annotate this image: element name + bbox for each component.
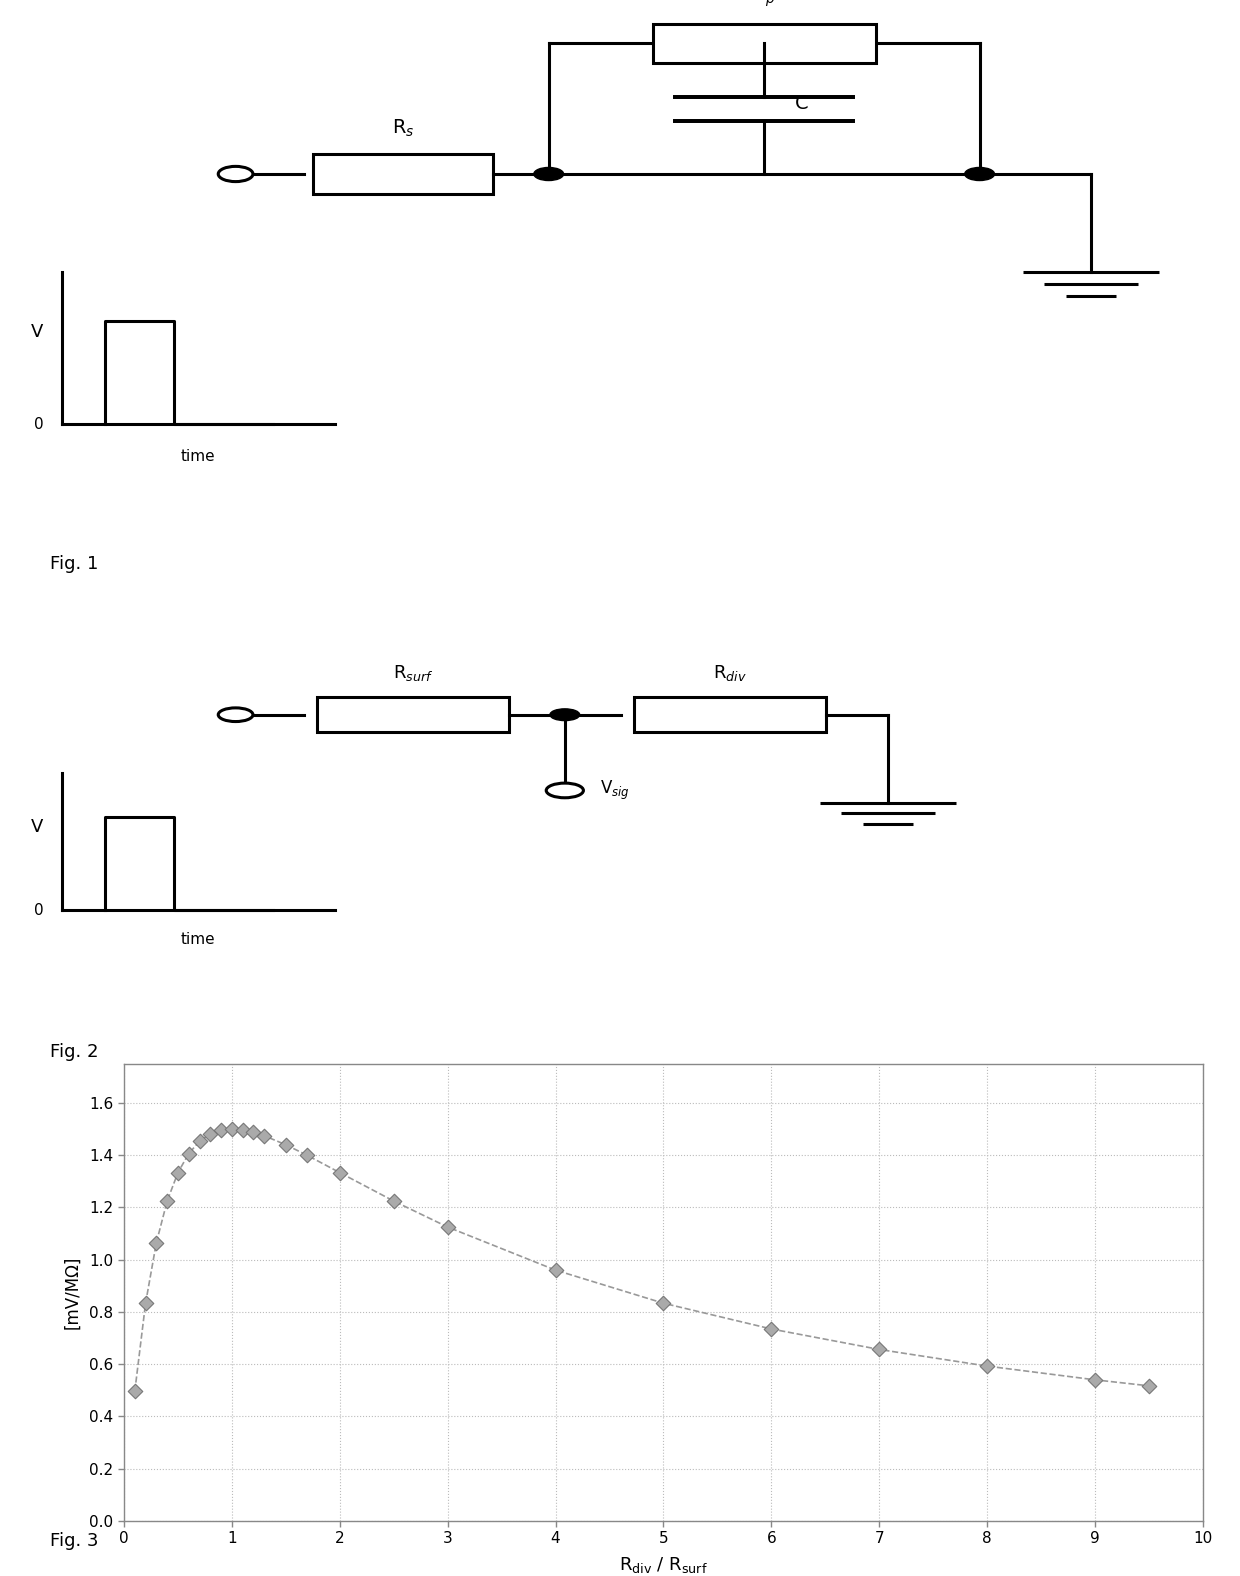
Bar [312,154,492,194]
Point [243,1119,263,1144]
Bar [317,697,510,733]
Point [125,1379,145,1404]
Y-axis label: [mV/MΩ]: [mV/MΩ] [63,1256,81,1329]
Text: Fig. 1: Fig. 1 [50,555,98,572]
Circle shape [965,167,994,181]
Text: V$_{sig}$: V$_{sig}$ [600,779,630,802]
Point [275,1132,295,1157]
Point [384,1188,404,1214]
Point [1138,1373,1158,1398]
Point [869,1336,889,1362]
Point [438,1215,458,1240]
Point [201,1121,221,1146]
Circle shape [218,167,253,181]
Point [546,1258,565,1283]
Point [211,1117,231,1143]
Point [146,1229,166,1254]
Text: R$_{surf}$: R$_{surf}$ [393,663,433,684]
Bar [634,697,826,733]
Text: Fig. 3: Fig. 3 [50,1532,98,1549]
Point [254,1124,274,1149]
Text: V: V [31,818,43,837]
Text: Fig. 2: Fig. 2 [50,1043,98,1061]
Text: R$_s$: R$_s$ [392,118,414,139]
Point [761,1316,781,1341]
Circle shape [546,783,584,797]
Point [330,1160,350,1185]
Point [222,1116,242,1141]
Text: time: time [181,931,216,947]
Point [135,1291,155,1316]
Text: C: C [795,95,808,113]
Circle shape [218,708,253,722]
X-axis label: R$_{\mathrm{div}}$ / R$_{\mathrm{surf}}$: R$_{\mathrm{div}}$ / R$_{\mathrm{surf}}$ [619,1554,708,1574]
Circle shape [551,709,580,720]
Point [298,1143,317,1168]
Point [977,1354,997,1379]
Point [233,1117,253,1143]
Text: R$_{div}$: R$_{div}$ [713,663,746,684]
Point [179,1141,198,1166]
Point [157,1188,177,1214]
Point [167,1160,188,1185]
Circle shape [533,167,563,181]
Text: 0: 0 [33,416,43,432]
Text: 0: 0 [33,903,43,917]
Point [1085,1368,1105,1393]
Text: R$_p$: R$_p$ [753,0,776,9]
Point [653,1291,673,1316]
Bar [652,24,875,63]
Point [190,1128,210,1154]
Text: time: time [181,449,216,463]
Text: V: V [31,323,43,340]
